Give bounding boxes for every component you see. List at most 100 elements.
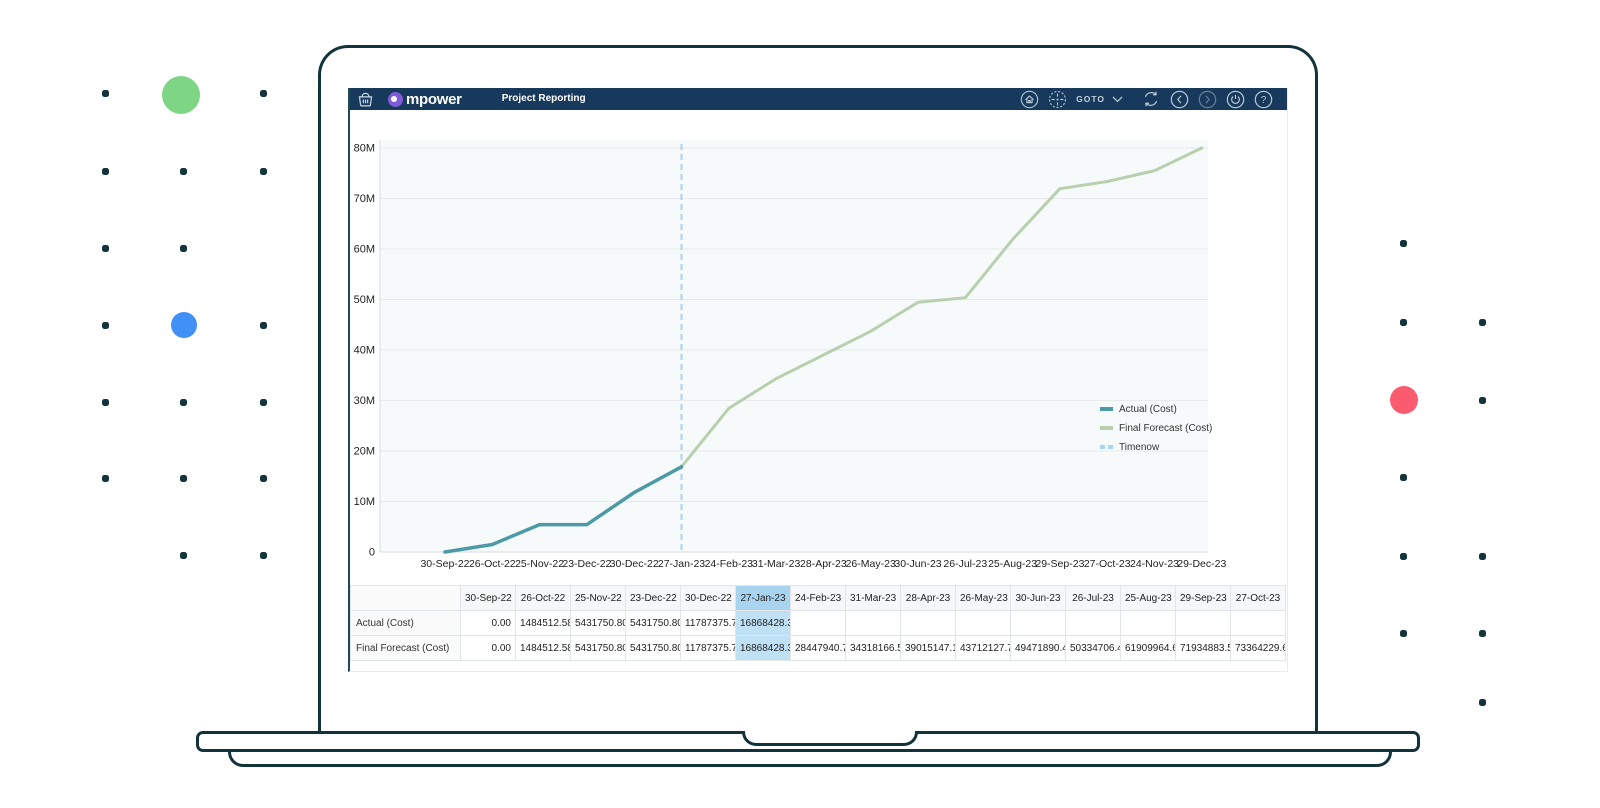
table-column-header[interactable]: 30-Jun-23 [1010,585,1066,611]
goto-menu[interactable]: GOTO [1076,94,1124,104]
power-icon[interactable] [1226,90,1245,109]
y-axis-label: 10M [354,496,375,508]
table-cell[interactable]: 0.00 [460,635,516,661]
table-column-header[interactable]: 25-Nov-22 [570,585,626,611]
forward-icon[interactable] [1198,90,1217,109]
table-cell[interactable] [1065,610,1121,636]
table-cell[interactable]: 61909964.61 [1120,635,1176,661]
decor-dot [259,89,267,97]
refresh-icon[interactable] [1141,89,1161,109]
legend-item-actual-cost-[interactable]: Actual (Cost) [1119,404,1177,415]
table-column-header[interactable]: 26-Jul-23 [1065,585,1121,611]
table-cell[interactable] [1010,610,1066,636]
table-cell[interactable]: 50334706.41 [1065,635,1121,661]
table-cell[interactable]: 71934883.53 [1175,635,1231,661]
table-cell[interactable]: 1484512.58 [515,610,571,636]
decor-dot [101,244,109,252]
cost-table: 30-Sep-22 26-Oct-22 25-Nov-22 23-Dec-22 30-D… [350,585,1286,661]
table-cell[interactable]: 5431750.80 [570,635,626,661]
table-column-header[interactable]: 25-Aug-23 [1120,585,1176,611]
table-cell[interactable]: 16868428.32 [735,635,791,661]
decor-dot [1399,318,1407,326]
table-column-header[interactable]: 26-Oct-22 [515,585,571,611]
x-axis-label: 24-Feb-23 [705,558,754,570]
table-cell[interactable]: 5431750.80 [570,610,626,636]
table-row-label: Actual (Cost) [350,610,461,636]
x-axis-label: 30-Jun-23 [894,558,941,570]
table-cell[interactable] [1120,610,1176,636]
page-title: Project Reporting [501,93,586,104]
table-column-header[interactable]: 27-Oct-23 [1230,585,1286,611]
table-column-header[interactable]: 31-Mar-23 [845,585,901,611]
legend-item-final-forecast-cost-[interactable]: Final Forecast (Cost) [1119,423,1212,434]
table-column-header[interactable]: 28-Apr-23 [900,585,956,611]
table-column-header[interactable]: 26-May-23 [955,585,1011,611]
table-cell[interactable]: 1484512.58 [515,635,571,661]
decor-dot [1478,629,1486,637]
table-cell[interactable] [955,610,1011,636]
table-cell[interactable]: 34318166.52 [845,635,901,661]
table-cell[interactable] [845,610,901,636]
decor-dot [259,321,267,329]
x-axis-label: 28-Apr-23 [800,558,847,570]
goto-label: GOTO [1076,94,1105,104]
table-cell[interactable]: 39015147.13 [900,635,956,661]
table-column-header[interactable]: 23-Dec-22 [625,585,681,611]
table-cell[interactable] [1175,610,1231,636]
decor-dot [1478,318,1486,326]
legend-swatch [1100,445,1105,449]
y-axis-label: 20M [354,446,375,458]
table-row: Final Forecast (Cost) 0.00 1484512.58 54317… [350,635,1286,661]
app-header: mpower Project Reporting [350,88,1287,110]
home-icon[interactable] [1020,90,1039,109]
table-cell[interactable] [900,610,956,636]
table-cell[interactable] [1230,610,1286,636]
laptop-base-notch [742,731,918,746]
y-axis-label: 30M [354,395,375,407]
x-axis-label: 25-Nov-22 [515,558,564,570]
table-column-header[interactable]: 29-Sep-23 [1175,585,1231,611]
decor-dot [179,551,187,559]
table-column-header[interactable]: 27-Jan-23 [735,585,791,611]
help-icon[interactable]: ? [1254,90,1273,109]
legend-item-timenow[interactable]: Timenow [1119,442,1160,453]
table-column-header[interactable]: 30-Sep-22 [460,585,516,611]
x-axis-label: 24-Nov-23 [1130,558,1179,570]
decor-dot [179,167,187,175]
table-cell[interactable]: 49471890.43 [1010,635,1066,661]
basket-icon[interactable] [355,90,376,109]
series-line-actual-cost-[interactable] [443,465,684,554]
svg-text:?: ? [1261,94,1267,105]
cost-chart[interactable]: 0 10M 20M 30M 40M 50M 60M 70M 80M 30-Sep-22 26-Oct… [350,110,1288,588]
chevron-down-icon [1112,96,1123,102]
table-cell[interactable]: 11787375.72 [680,610,736,636]
laptop-base-lip [228,752,1392,767]
mpower-logo-icon [388,91,403,107]
table-cell[interactable]: 11787375.72 [680,635,736,661]
table-row: Actual (Cost) 0.00 1484512.58 5431750.80 543… [350,610,1286,636]
x-axis-label: 29-Dec-23 [1177,558,1226,570]
table-cell[interactable]: 5431750.80 [625,610,681,636]
table-cell[interactable]: 28447940.75 [790,635,846,661]
decor-dot [259,167,267,175]
x-axis-label: 30-Dec-22 [610,558,659,570]
y-axis-label: 50M [354,294,375,306]
decor-dot [259,551,267,559]
decor-dot [259,474,267,482]
target-icon[interactable] [1048,90,1067,109]
table-cell[interactable]: 16868428.32 [735,610,791,636]
table-cell[interactable]: 43712127.72 [955,635,1011,661]
table-cell[interactable]: 73364229.65 [1230,635,1286,661]
table-column-header[interactable]: 24-Feb-23 [790,585,846,611]
x-axis-label: 23-Dec-22 [562,558,611,570]
table-cell[interactable]: 0.00 [460,610,516,636]
x-axis-label: 26-Oct-22 [469,558,516,570]
table-cell[interactable] [790,610,846,636]
back-icon[interactable] [1170,90,1189,109]
decor-dot [1399,239,1407,247]
decor-dot [1478,552,1486,560]
decor-dot [101,398,109,406]
table-column-header[interactable]: 30-Dec-22 [680,585,736,611]
table-cell[interactable]: 5431750.80 [625,635,681,661]
